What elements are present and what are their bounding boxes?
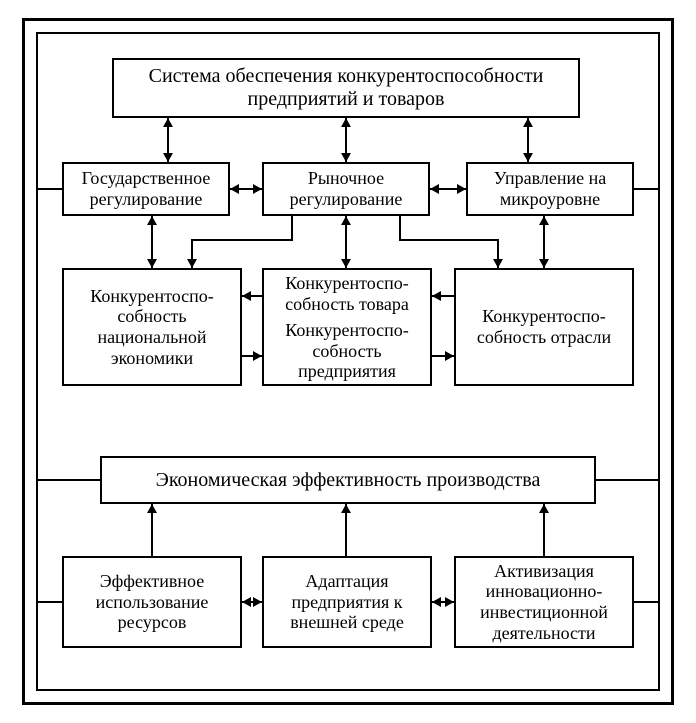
edges-layer	[0, 0, 696, 723]
diagram-stage: Система обеспечения конкурентоспособност…	[0, 0, 696, 723]
